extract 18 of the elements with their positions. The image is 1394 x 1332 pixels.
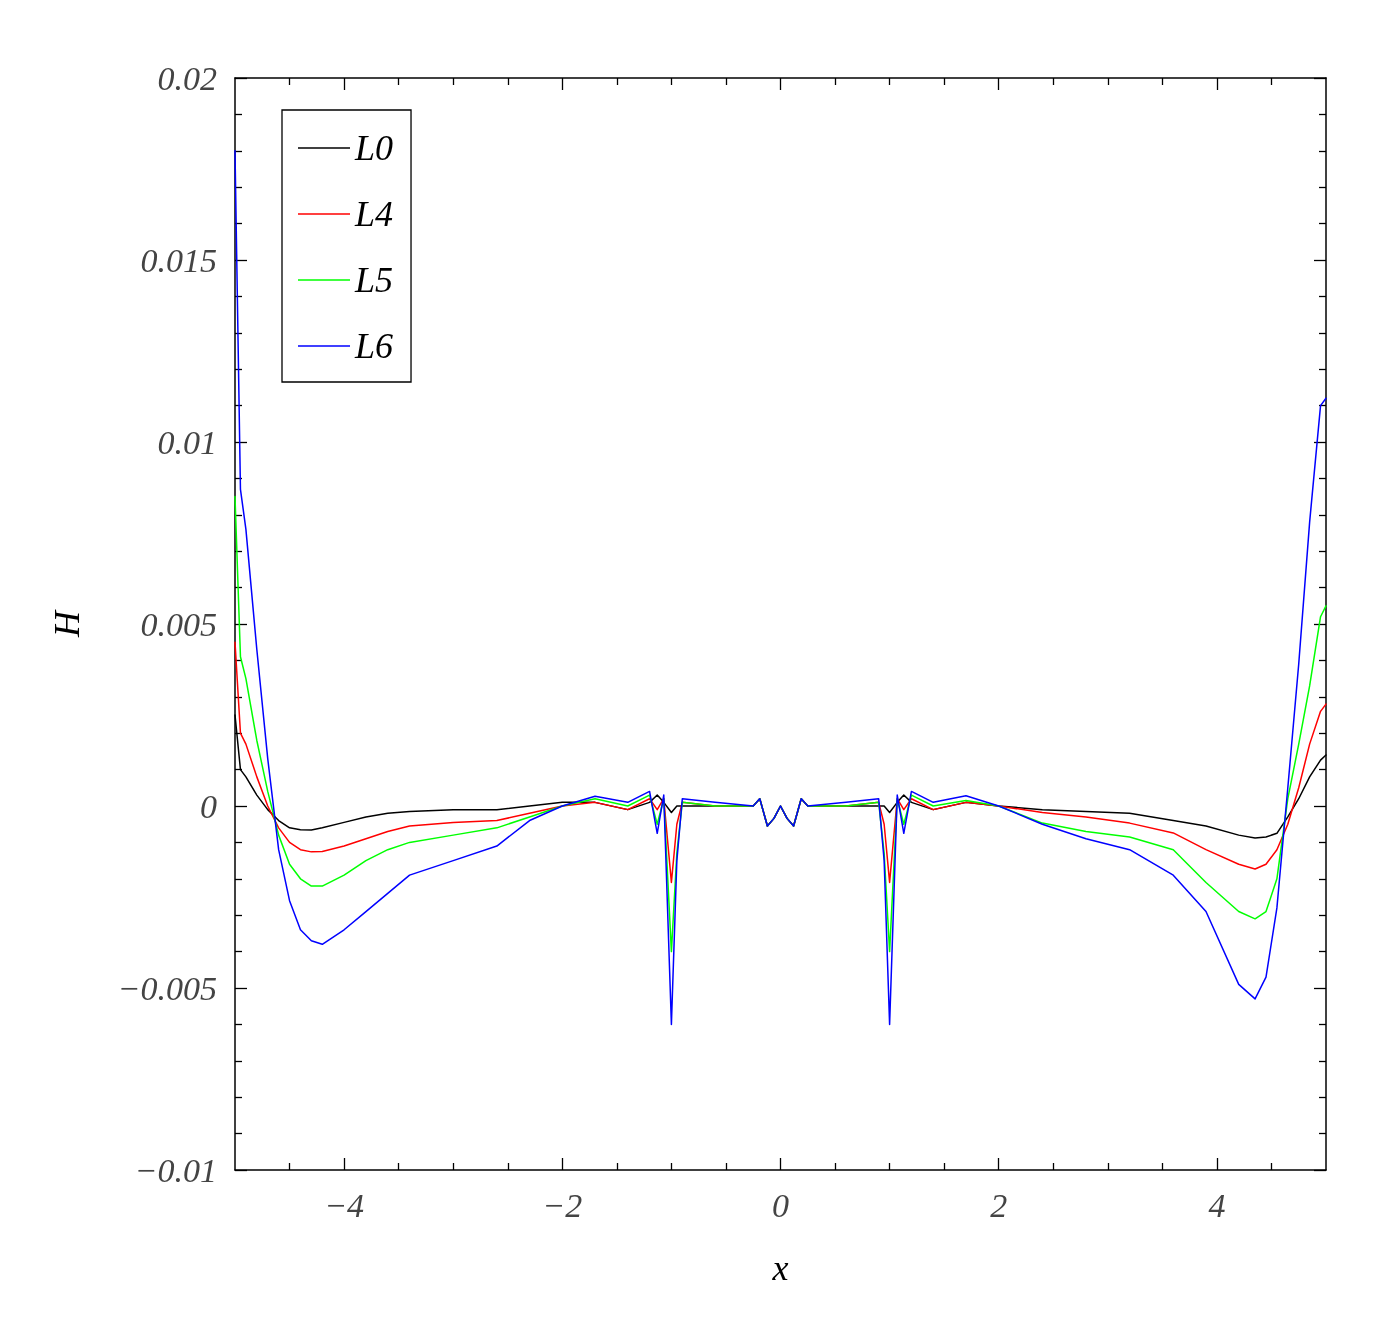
y-tick-label: −0.01	[134, 1151, 217, 1189]
y-tick-label: 0.015	[140, 241, 217, 279]
x-tick-label: 4	[1208, 1186, 1226, 1224]
x-tick-label: −4	[324, 1186, 365, 1224]
x-tick-label: −2	[542, 1186, 583, 1224]
y-tick-label: 0.005	[140, 605, 217, 643]
legend-label: L6	[354, 326, 394, 366]
y-axis-title: H	[47, 609, 87, 638]
legend-label: L4	[354, 194, 394, 234]
x-axis-title: x	[771, 1248, 789, 1288]
y-tick-label: 0	[200, 787, 217, 825]
y-tick-label: 0.02	[157, 59, 217, 97]
y-tick-label: −0.005	[117, 969, 217, 1007]
legend-label: L5	[354, 260, 394, 300]
y-tick-label: 0.01	[157, 423, 217, 461]
x-tick-label: 0	[772, 1186, 789, 1224]
x-tick-label: 2	[990, 1186, 1008, 1224]
legend-label: L0	[354, 128, 394, 168]
